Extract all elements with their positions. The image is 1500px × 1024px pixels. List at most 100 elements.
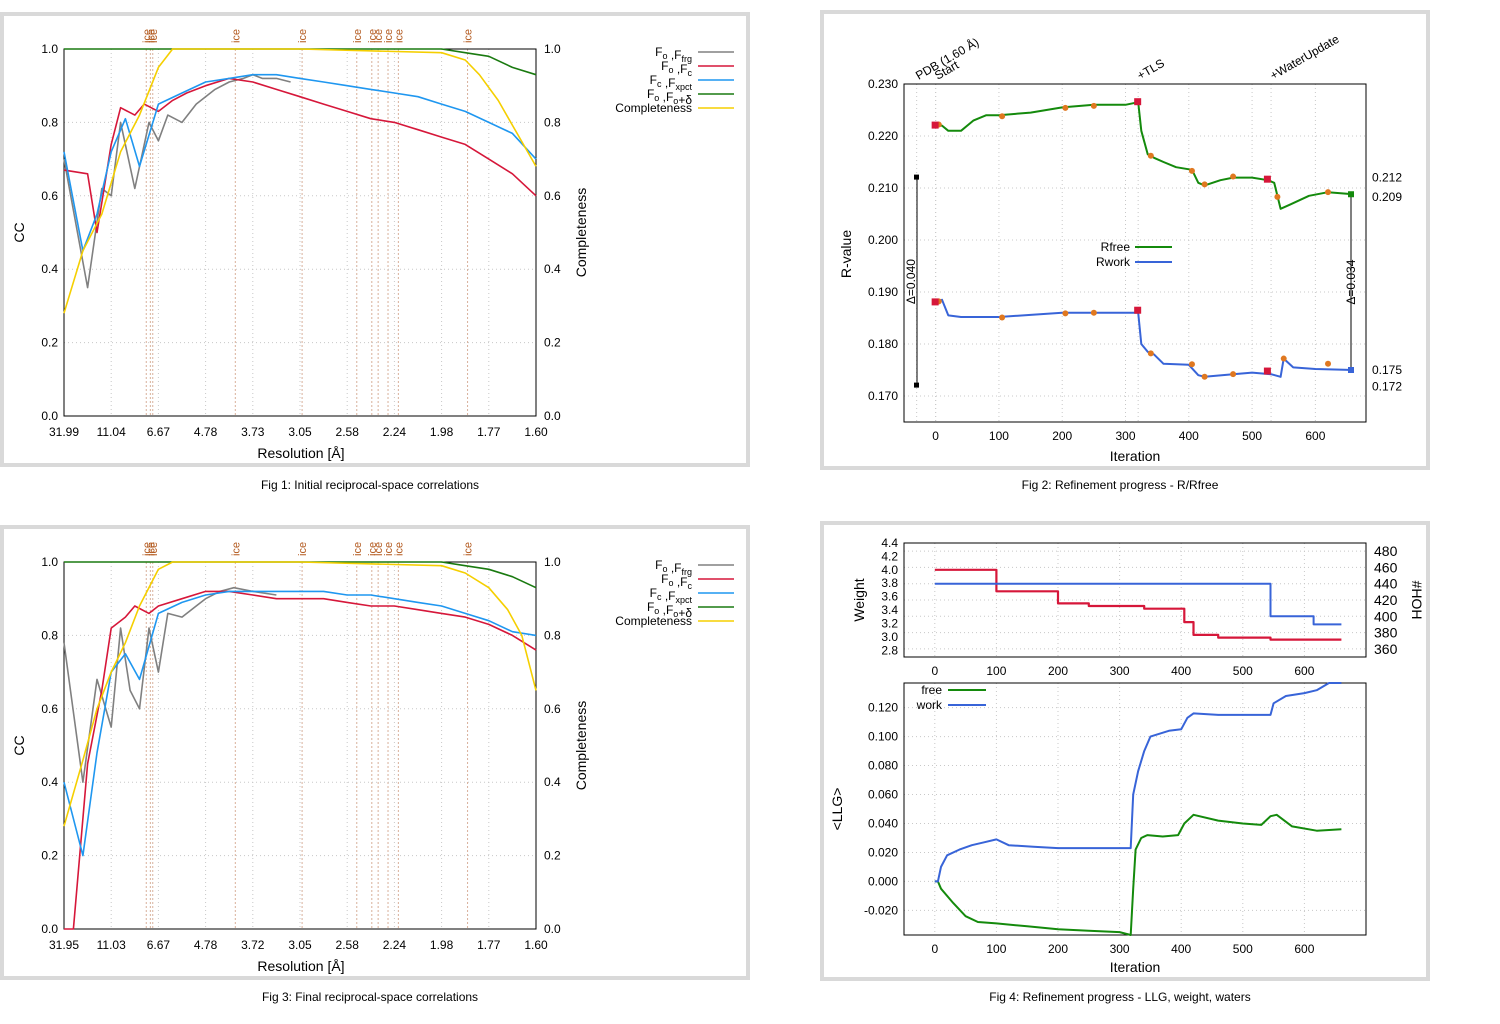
legend-label: Fo ,Ffrg: [655, 45, 692, 64]
x-tick-label: 11.04: [97, 425, 126, 439]
x-tick-label: 0: [932, 429, 939, 443]
x-tick-label: 100: [986, 942, 1006, 956]
stage-marker: [1134, 98, 1142, 106]
x-tick-label: 300: [1110, 664, 1130, 678]
ice-ring-label: ice: [383, 542, 395, 556]
weight-tick-label: 3.8: [881, 576, 898, 590]
x-axis-label: Resolution [Å]: [257, 445, 344, 461]
macro-cycle-marker: [1147, 152, 1154, 159]
y2-tick-label: 1.0: [544, 42, 561, 56]
x-tick-label: 200: [1048, 942, 1068, 956]
y-tick-label: 0.170: [868, 389, 898, 403]
green-series-line: [64, 561, 537, 589]
x-axis-label: Resolution [Å]: [257, 958, 344, 974]
y-tick-label: 0.000: [868, 874, 898, 888]
x-tick-label: 200: [1048, 664, 1068, 678]
figure-2-caption: Fig 2: Refinement progress - R/Rfree: [1021, 478, 1219, 492]
x-tick-label: 4.78: [194, 938, 218, 952]
legend-label: Fo ,Fo+δ: [647, 87, 692, 107]
delta-right-label: Δ=0.034: [1344, 259, 1358, 304]
ice-ring-label: ice: [230, 542, 242, 556]
red-series-line: [63, 77, 537, 234]
macro-cycle-marker: [1230, 371, 1237, 378]
legend-label: Rfree: [1101, 240, 1131, 254]
macro-cycle-marker: [1188, 167, 1195, 174]
y2-tick-label: 0.0: [544, 409, 561, 423]
macro-cycle-marker: [1230, 173, 1237, 180]
x-tick-label: 500: [1233, 664, 1253, 678]
x-tick-label: 600: [1294, 942, 1314, 956]
ice-ring-label: ice: [463, 542, 475, 556]
macro-cycle-marker: [1188, 361, 1195, 368]
x-tick-label: 31.99: [49, 425, 79, 439]
legend-label: Rwork: [1096, 255, 1131, 269]
figure-1-panel: ice ice ice ice ice ice ice ice ice ice ice 0.0 0.0 0…: [0, 12, 750, 467]
weight-tick-label: 3.6: [881, 590, 898, 604]
x-tick-label: 31.95: [49, 938, 79, 952]
y-tick-label: 0.6: [41, 702, 58, 716]
macro-cycle-marker: [1325, 360, 1332, 367]
final-r-value: 0.209: [1372, 190, 1402, 204]
ice-ring-label: ice: [463, 29, 475, 43]
y-tick-label: 0.060: [868, 788, 898, 802]
y-tick-label: 0.080: [868, 759, 898, 773]
delta-left-label: Δ=0.040: [904, 259, 918, 304]
stage-marker: [931, 298, 939, 306]
weight-tick-label: 3.2: [881, 616, 898, 630]
legend-label: Fc ,Fxpct: [650, 586, 693, 605]
weight-tick-label: 2.8: [881, 643, 898, 657]
ice-ring-label: ice: [141, 29, 153, 43]
x-tick-label: 0: [931, 664, 938, 678]
x-axis-label: Iteration: [1110, 959, 1161, 975]
yellow-series-line: [63, 561, 537, 827]
x-tick-label: 1.77: [477, 425, 501, 439]
macro-cycle-marker: [999, 314, 1006, 321]
legend-label: Fo ,Ffrg: [655, 558, 692, 577]
x-tick-label: 1.77: [477, 938, 501, 952]
ice-ring-label: ice: [145, 29, 157, 43]
hoh-tick-label: 420: [1374, 592, 1398, 608]
hoh-tick-label: 400: [1374, 608, 1398, 624]
x-tick-label: 300: [1115, 429, 1135, 443]
y-tick-label: 0.230: [868, 77, 898, 91]
y-tick-label: -0.020: [864, 903, 898, 917]
ice-ring-label: ice: [148, 29, 160, 43]
y2-tick-label: 0.4: [544, 262, 561, 276]
ice-ring-label: ice: [141, 542, 153, 556]
hoh-tick-label: 460: [1374, 559, 1398, 575]
llg-weight-waters-chart: 0 100 200 300 400 500 600 2.83.03.23.43.63.84.0…: [829, 536, 1425, 975]
hoh-tick-label: 480: [1374, 543, 1398, 559]
y-tick-label: 0.4: [41, 775, 58, 789]
yellow-series-line: [63, 48, 537, 314]
stage-marker: [1263, 175, 1271, 183]
rwork-line: [935, 298, 1354, 378]
figure-4-caption: Fig 4: Refinement progress - LLG, weight…: [989, 990, 1251, 1004]
x-tick-label: 600: [1294, 664, 1314, 678]
final-r-value: 0.212: [1372, 171, 1402, 185]
y2-tick-label: 0.6: [544, 189, 561, 203]
legend-label: Fc ,Fxpct: [650, 73, 693, 92]
x-tick-label: 100: [986, 664, 1006, 678]
y-tick-label: 0.2: [41, 336, 58, 350]
r-rfree-chart: 0.170 0.180 0.190 0.200 0.210 0.220 0.230 0 100 2…: [838, 32, 1402, 464]
ice-ring-label: ice: [148, 542, 160, 556]
ice-ring-label: ice: [297, 29, 309, 43]
hoh-axis-label: #HOH: [1409, 581, 1425, 620]
y-tick-label: 0.8: [41, 115, 58, 129]
delta-right-marker: [1348, 191, 1354, 198]
ice-ring-label: ice: [367, 542, 379, 556]
y-tick-label: 1.0: [41, 42, 58, 56]
y-tick-label: 0.210: [868, 181, 898, 195]
macro-cycle-marker: [1062, 310, 1069, 317]
stage-marker: [1263, 367, 1271, 375]
macro-cycle-marker: [1147, 350, 1154, 357]
x-tick-label: 3.05: [288, 938, 312, 952]
y-tick-label: 0.100: [868, 730, 898, 744]
final-r-value: 0.175: [1372, 363, 1402, 377]
y-tick-label: 0.180: [868, 337, 898, 351]
y2-tick-label: 0.8: [544, 115, 561, 129]
grey-series-line: [63, 586, 277, 783]
weight-axis-label: Weight: [851, 578, 867, 621]
ice-ring-label: ice: [367, 29, 379, 43]
